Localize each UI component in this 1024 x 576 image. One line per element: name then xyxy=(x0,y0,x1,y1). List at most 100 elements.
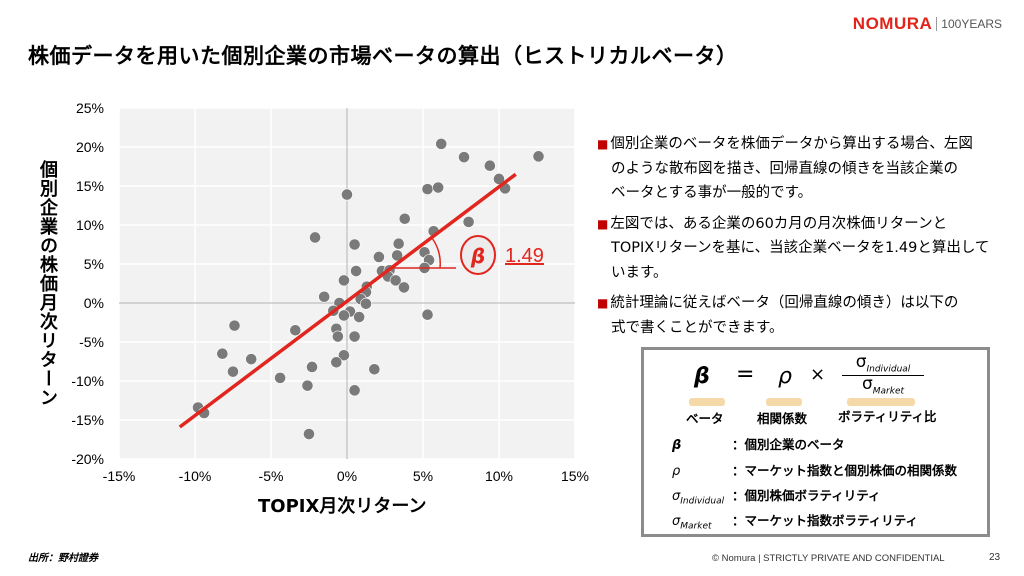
bullet-square-icon: ■ xyxy=(597,137,609,151)
data-point xyxy=(421,183,434,196)
y-tick-label: -10% xyxy=(71,373,104,389)
formula-beta: β xyxy=(694,364,710,389)
x-tick-label: -5% xyxy=(259,468,284,484)
data-point xyxy=(483,159,496,172)
bullet-item: ■ 個別企業のベータを株価データから算出する場合、左図 のような散布図を描き、回帰… xyxy=(597,132,1007,206)
data-point xyxy=(368,363,381,376)
data-point xyxy=(435,137,448,150)
angle-arc xyxy=(431,237,441,269)
definition-sigma-individual: σIndividual ：個別株価ボラティリティ xyxy=(672,485,881,507)
x-axis-title: TOPIX月次リターン xyxy=(258,496,427,517)
definition-beta: β ：個別企業のベータ xyxy=(672,434,845,453)
def-text: ：マーケット指数と個別株価の相関係数 xyxy=(732,463,958,478)
y-axis-title: 個別企業の株価月次リターン xyxy=(37,160,58,407)
def-text: ：個別企業のベータ xyxy=(732,437,845,452)
y-tick-label: -5% xyxy=(79,334,104,350)
beta-symbol: β xyxy=(470,244,485,268)
data-point xyxy=(462,215,475,228)
bullet-text: ベータとする事が一般的です。 xyxy=(611,185,813,201)
x-tick-label: 10% xyxy=(485,468,513,484)
data-point xyxy=(338,309,350,322)
definition-rho: ρ ：マーケット指数と個別株価の相関係数 xyxy=(672,460,957,479)
data-point xyxy=(331,330,344,343)
y-tick-label: -20% xyxy=(71,451,104,467)
data-point xyxy=(373,251,385,263)
label-volatility-ratio: ボラティリティ比 xyxy=(838,409,937,424)
x-tick-label: 15% xyxy=(561,468,589,484)
def-symbol: σ xyxy=(672,489,681,504)
data-point xyxy=(398,281,410,294)
y-tick-label: -15% xyxy=(71,412,104,428)
data-point xyxy=(360,297,372,310)
bullet-text: TOPIXリターンを基に、当該企業ベータを1.49と算出して xyxy=(611,240,990,256)
formula-times: × xyxy=(810,364,826,385)
data-point xyxy=(341,188,353,201)
data-point xyxy=(274,371,287,384)
beta-value: 1.49 xyxy=(505,245,544,267)
page-number: 23 xyxy=(989,552,1001,563)
scatter-chart: -15% -10% -5% 0% 5% 10% 15% 25% 20% 15% 10% 5% 0% -5%… xyxy=(71,100,589,484)
individual-subscript: Individual xyxy=(866,364,911,375)
def-subscript: Individual xyxy=(680,496,725,507)
y-tick-label: 5% xyxy=(84,256,104,272)
sigma-symbol: σ xyxy=(855,352,867,372)
regression-line xyxy=(178,172,517,429)
source-note: 出所：野村證券 xyxy=(28,553,98,564)
data-point xyxy=(458,151,470,164)
data-point xyxy=(318,290,331,303)
bullet-text: のような散布図を描き、回帰直線の傾きを当該企業の xyxy=(611,160,958,177)
formula-equals: = xyxy=(736,362,755,387)
logo-years: 100YEARS xyxy=(941,17,1002,31)
highlight-bar xyxy=(689,398,725,406)
y-tick-label: 15% xyxy=(76,178,104,194)
data-point xyxy=(350,265,363,277)
ratio-denominator: σMarket xyxy=(842,374,924,396)
def-text: ：個別株価ボラティリティ xyxy=(732,488,881,503)
logo-divider xyxy=(936,17,938,31)
data-point xyxy=(289,324,302,337)
bullet-square-icon: ■ xyxy=(597,296,609,310)
def-text: ：マーケット指数ボラティリティ xyxy=(732,513,919,528)
def-symbol: β xyxy=(672,438,682,453)
data-point xyxy=(245,353,258,366)
data-point xyxy=(348,238,361,251)
data-point xyxy=(421,308,434,321)
bullet-text: 式で書くことができます。 xyxy=(611,319,784,336)
data-point xyxy=(338,349,350,362)
y-tick-label: 20% xyxy=(76,139,104,155)
def-subscript: Market xyxy=(680,521,712,532)
data-point xyxy=(389,274,402,287)
data-point xyxy=(338,274,350,287)
bullet-text: 左図では、ある企業の60カ月の月次株価リターンと xyxy=(610,215,948,232)
data-point xyxy=(306,361,318,373)
data-point xyxy=(353,311,366,323)
data-point xyxy=(330,356,343,369)
definition-sigma-market: σMarket ：マーケット指数ボラティリティ xyxy=(672,510,918,532)
x-tick-label: -10% xyxy=(179,468,212,484)
data-point xyxy=(493,173,505,185)
bullet-text: います。 xyxy=(611,264,668,281)
bullet-square-icon: ■ xyxy=(597,216,609,231)
data-point xyxy=(216,347,229,360)
nomura-logo: NOMURA 100YEARS xyxy=(853,14,1002,34)
bullet-text: 個別企業のベータを株価データから算出する場合、左図 xyxy=(610,136,973,152)
def-symbol: σ xyxy=(672,514,681,529)
data-point xyxy=(301,379,314,392)
y-tick-label: 10% xyxy=(76,217,104,233)
x-tick-label: 5% xyxy=(413,468,433,484)
beta-circle xyxy=(460,235,496,275)
def-symbol: ρ xyxy=(672,464,681,479)
bullet-item: ■ 統計理論に従えばベータ（回帰直線の傾き）は以下の 式で書くことができます。 xyxy=(597,291,1007,340)
data-point xyxy=(432,181,445,194)
data-point xyxy=(348,384,361,397)
data-point xyxy=(392,237,405,250)
volatility-ratio: σIndividual σMarket xyxy=(842,352,924,397)
bullet-item: ■ 左図では、ある企業の60カ月の月次株価リターンと TOPIXリターンを基に、当… xyxy=(597,212,1007,286)
formula-rho: ρ xyxy=(778,364,792,389)
data-point xyxy=(391,249,404,262)
y-tick-label: 25% xyxy=(76,100,104,116)
label-correlation: 相関係数 xyxy=(757,411,808,426)
x-tick-label: 0% xyxy=(337,468,357,484)
ratio-numerator: σIndividual xyxy=(842,352,924,377)
bullet-text: 統計理論に従えばベータ（回帰直線の傾き）は以下の xyxy=(610,295,959,311)
